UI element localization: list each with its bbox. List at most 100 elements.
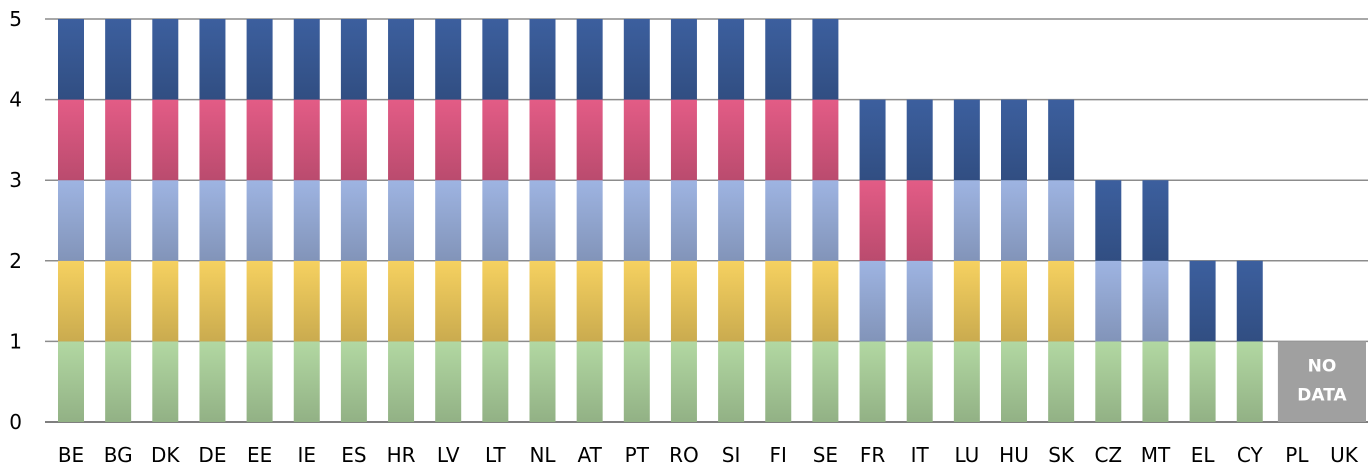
bar-segment-bg-3 [105,180,132,261]
bar-segment-hr-1 [388,341,415,422]
bar-segment-se-1 [812,341,839,422]
bar-segment-de-5 [199,19,226,100]
y-tick-label: 4 [9,88,22,112]
bar-segment-be-5 [58,19,84,100]
bar-segment-nl-4 [529,99,556,181]
bar-segment-ie-1 [293,341,320,422]
bar-segment-be-1 [58,341,84,422]
bar-segment-lt-4 [482,99,509,181]
bar-segment-bg-5 [105,19,132,100]
bar-segment-be-2 [58,260,84,342]
bar-segment-es-1 [340,341,367,422]
y-tick-label: 2 [9,249,22,273]
bar-segment-es-3 [340,180,367,261]
bar-segment-at-3 [576,180,603,261]
bar-segment-de-1 [199,341,226,422]
bar-segment-es-4 [340,99,367,181]
bar-segment-lv-4 [435,99,462,181]
x-tick-label: CZ [1094,443,1122,467]
bar-segment-at-2 [576,260,603,342]
bar-segment-cy-1 [1236,341,1263,422]
x-tick-label: HR [387,443,416,467]
bar-segment-be-3 [58,180,84,261]
bar-segment-de-2 [199,260,226,342]
x-tick-label: LT [485,443,506,467]
bar-segment-sk-4 [1048,99,1075,181]
bar-segment-el-2 [1189,260,1216,342]
bar-segment-si-3 [718,180,745,261]
bar-segment-be-4 [58,99,84,181]
bar-segment-bg-2 [105,260,132,342]
bar-segment-ie-3 [293,180,320,261]
bar-segment-dk-1 [152,341,179,422]
bar-segment-ro-5 [670,19,697,100]
x-tick-label: FR [860,443,886,467]
bar-segment-sk-2 [1048,260,1075,342]
y-tick-label: 3 [9,168,22,192]
bar-segment-lu-1 [953,341,980,422]
bar-segment-se-2 [812,260,839,342]
y-tick-label: 5 [9,7,22,31]
bar-segment-cz-1 [1095,341,1122,422]
bar-segment-hr-5 [388,19,415,100]
x-tick-label: IE [297,443,316,467]
x-tick-label: AT [577,443,602,467]
x-tick-label: LV [437,443,460,467]
bar-segment-es-5 [340,19,367,100]
bar-segment-nl-1 [529,341,556,422]
bar-segment-bg-1 [105,341,132,422]
bar-segment-at-5 [576,19,603,100]
bar-segment-hr-4 [388,99,415,181]
bar-segment-at-1 [576,341,603,422]
x-tick-label: IT [911,443,930,467]
x-tick-label: SK [1048,443,1075,467]
bar-segment-mt-3 [1142,180,1169,261]
bar-segment-lv-1 [435,341,462,422]
bar-segment-ee-5 [246,19,273,100]
bar-segment-lu-4 [953,99,980,181]
x-tick-label: MT [1141,443,1171,467]
bar-segment-lt-5 [482,19,509,100]
bar-segment-pt-1 [623,341,650,422]
no-data-label-line1: NO [1308,356,1337,376]
bar-segment-mt-2 [1142,260,1169,342]
x-tick-label: PT [625,443,650,467]
bar-segment-it-1 [906,341,933,422]
bar-segment-hu-3 [1001,180,1027,261]
bar-segment-pt-3 [623,180,650,261]
bar-segment-lv-3 [435,180,462,261]
bar-segment-mt-1 [1142,341,1169,422]
bar-segment-lv-2 [435,260,462,342]
bar-segment-dk-3 [152,180,179,261]
bar-segment-si-5 [718,19,745,100]
bar-segment-pt-2 [623,260,650,342]
bar-segment-at-4 [576,99,603,181]
bar-segment-hu-1 [1001,341,1027,422]
x-tick-label: HU [999,443,1029,467]
bar-segment-lt-3 [482,180,509,261]
bar-segment-ie-2 [293,260,320,342]
bar-segment-si-1 [718,341,745,422]
bar-segment-fi-3 [765,180,792,261]
y-tick-label: 0 [9,410,22,434]
bar-segment-ie-4 [293,99,320,181]
x-tick-label: BE [58,443,84,467]
x-tick-label: BG [104,443,133,467]
bar-segment-lv-5 [435,19,462,100]
x-tick-label: NL [529,443,556,467]
bar-segment-fr-1 [859,341,886,422]
bar-segment-sk-3 [1048,180,1075,261]
bar-segment-de-4 [199,99,226,181]
bar-segment-dk-2 [152,260,179,342]
bar-segment-fi-4 [765,99,792,181]
bar-segment-ro-3 [670,180,697,261]
x-tick-label: PL [1285,443,1309,467]
bar-segment-dk-4 [152,99,179,181]
bar-segment-ee-1 [246,341,273,422]
x-tick-label: SE [813,443,838,467]
bar-segment-nl-5 [529,19,556,100]
y-tick-label: 1 [9,329,22,353]
bar-segment-bg-4 [105,99,132,181]
gridlines [45,18,1368,423]
